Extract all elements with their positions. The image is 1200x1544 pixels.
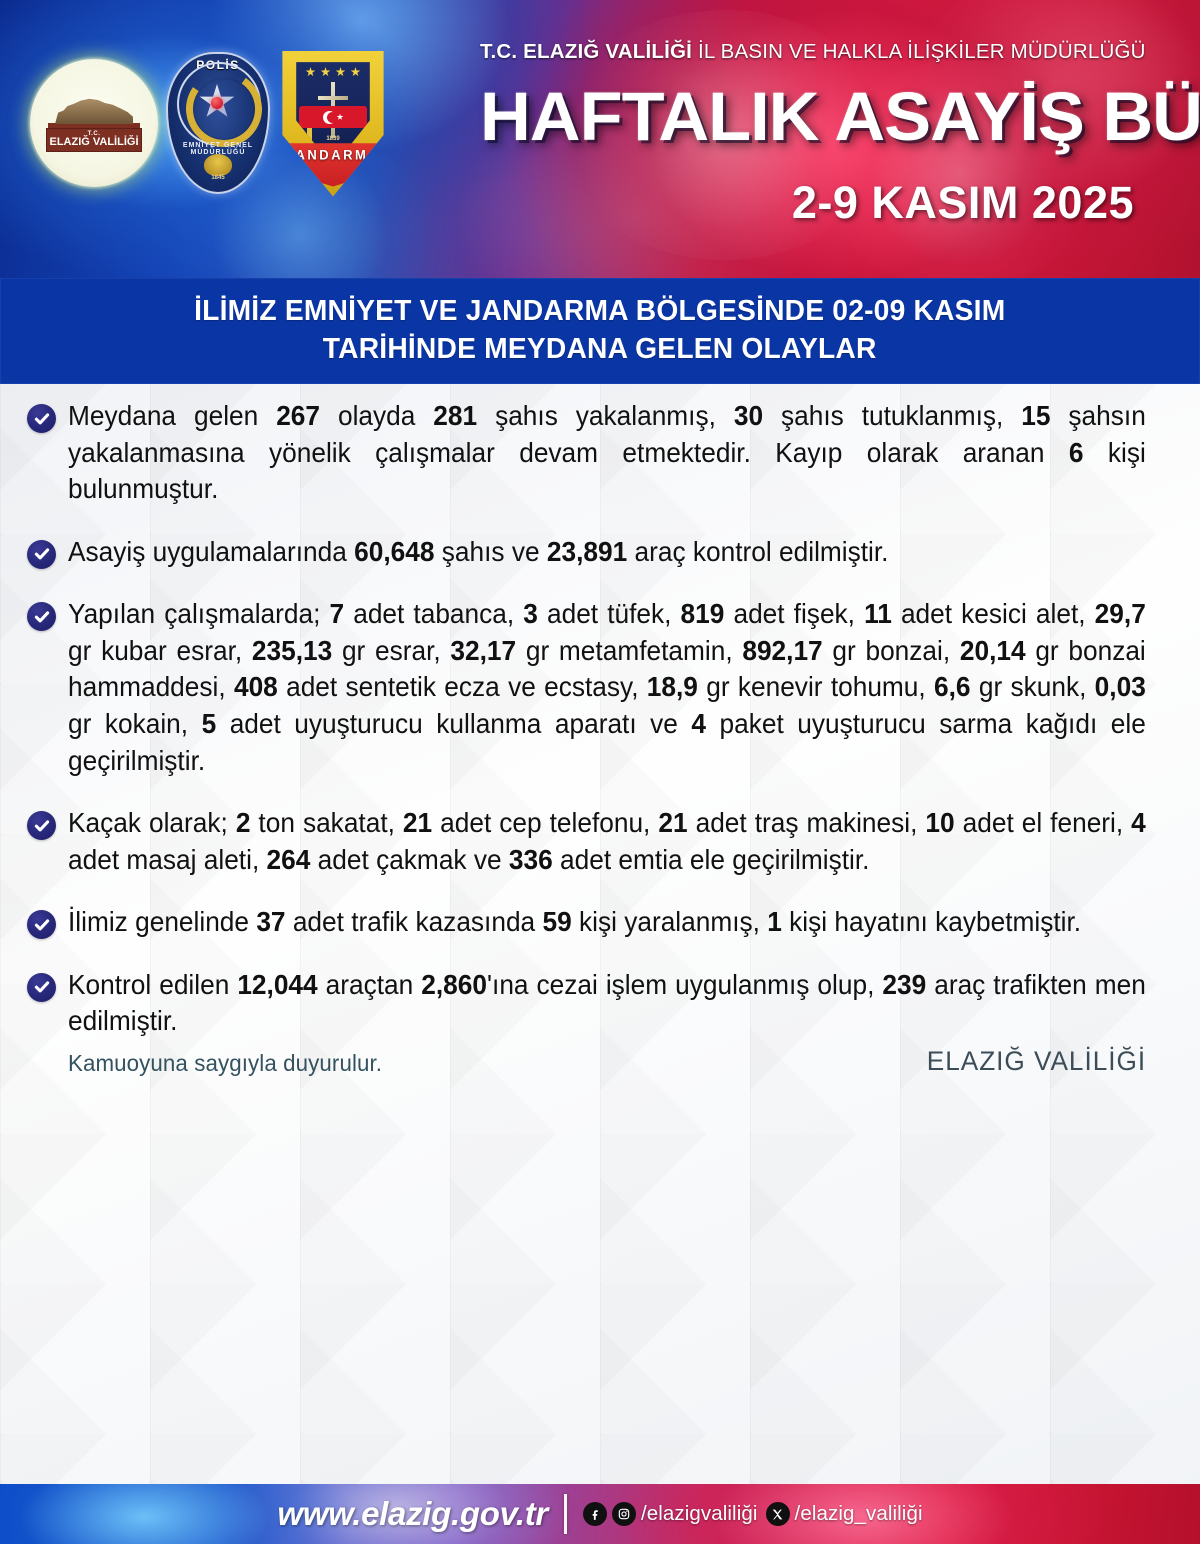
check-circle-icon (27, 539, 56, 569)
x-twitter-icon[interactable] (765, 1502, 790, 1526)
valilik-name-label: ELAZIĞ VALİLİĞİ (49, 136, 139, 148)
check-circle-icon (27, 811, 56, 841)
issuing-authority-line: T.C. ELAZIĞ VALİLİĞİ İL BASIN VE HALKLA … (480, 40, 1180, 64)
bulletin-item-olaylar-yakalama: Meydana gelen 267 olayda 281 şahıs yakal… (22, 398, 1148, 508)
poster-footer: www.elazig.gov.tr /elazigvaliliği/elazig… (0, 1484, 1200, 1544)
crescent-icon (322, 110, 338, 124)
public-notice-text: Kamuoyuna saygıyla duyurulur. (68, 1049, 383, 1076)
valilik-tc-label: T.C. (87, 131, 101, 137)
bulletin-item-list: Meydana gelen 267 olayda 281 şahıs yakal… (0, 384, 1200, 1040)
jandarma-star-icon (320, 67, 331, 77)
bulletin-item-ele-gecirilen-materyal: Yapılan çalışmalarda; 7 adet tabanca, 3 … (22, 596, 1148, 779)
check-circle-icon (27, 910, 56, 940)
jandarma-banner-arc (282, 143, 384, 187)
banner-line-1: İLİMİZ EMNİYET VE JANDARMA BÖLGESİNDE 02… (194, 295, 1006, 328)
background-polygon-shading (0, 384, 1200, 1484)
bulletin-item-trafik-kazalari: İlimiz genelinde 37 adet trafik kazasınd… (22, 904, 1148, 941)
bulletin-item-text: Yapılan çalışmalarda; 7 adet tabanca, 3 … (68, 598, 1146, 776)
header-glow-b (820, 60, 1100, 278)
jandarma-star-icon (350, 67, 361, 77)
bulletin-item-kacak-esya: Kaçak olarak; 2 ton sakatat, 21 adet cep… (22, 805, 1148, 878)
elazig-valiligi-logo: T.C. ELAZIĞ VALİLİĞİ (30, 59, 158, 187)
jandarma-star-icon (305, 67, 316, 77)
website-link[interactable]: www.elazig.gov.tr (277, 1495, 548, 1532)
facebook-icon[interactable] (582, 1502, 607, 1526)
harput-castle-icon (55, 98, 133, 124)
polis-year-label: 1845 (211, 175, 225, 181)
section-banner: İLİMİZ EMNİYET VE JANDARMA BÖLGESİNDE 02… (0, 278, 1200, 384)
castle-base-band (48, 123, 140, 128)
social-group[interactable]: /elazigvaliliği (582, 1502, 758, 1526)
jandarma-year-label: 1839 (326, 136, 340, 142)
background-polygon-texture (0, 384, 1200, 1484)
bulletin-item-text: Kaçak olarak; 2 ton sakatat, 21 adet cep… (68, 807, 1146, 875)
social-handle[interactable]: /elazig_valiliği (794, 1502, 923, 1525)
jandarma-star-icon (335, 67, 346, 77)
bulletin-item-text: Kontrol edilen 12,044 araçtan 2,860'ına … (68, 968, 1146, 1037)
social-links: /elazigvaliliği/elazig_valiliği (582, 1502, 923, 1526)
valilik-name-plate: T.C. ELAZIĞ VALİLİĞİ (46, 128, 142, 152)
emniyet-genel-mudurlugu-logo: POLİS EMNİYET GENEL MÜDÜRLÜĞÜ 1845 (166, 52, 270, 194)
check-circle-icon (27, 602, 56, 632)
signing-authority: ELAZIĞ VALİLİĞİ (926, 1045, 1146, 1076)
signature-row: Kamuoyuna saygıyla duyurulur. ELAZIĞ VAL… (0, 1046, 1200, 1077)
date-range: 2-9 KASIM 2025 (791, 177, 1134, 228)
polis-sub-label: EMNİYET GENEL MÜDÜRLÜĞÜ (182, 142, 254, 156)
jandarma-stars-group (296, 67, 370, 77)
bulletin-item-text: Meydana gelen 267 olayda 281 şahıs yakal… (68, 400, 1146, 505)
header-text-block: T.C. ELAZIĞ VALİLİĞİ İL BASIN VE HALKLA … (480, 40, 1200, 229)
bulletin-body: Meydana gelen 267 olayda 281 şahıs yakal… (0, 384, 1200, 1484)
turkish-flag-icon (299, 106, 367, 128)
poster-header: T.C. ELAZIĞ VALİLİĞİ POLİS EMNİYET GENEL… (0, 0, 1200, 278)
polis-outer-ring (177, 62, 261, 146)
social-handle[interactable]: /elazigvaliliği (640, 1502, 758, 1525)
polis-crest-icon (204, 154, 232, 176)
issuing-authority-bold: T.C. ELAZIĞ VALİLİĞİ (480, 40, 693, 63)
issuing-authority-light: İL BASIN VE HALKLA İLİŞKİLER MÜDÜRLÜĞÜ (692, 40, 1146, 63)
header-logo-group: T.C. ELAZIĞ VALİLİĞİ POLİS EMNİYET GENEL… (30, 48, 388, 198)
polis-center-dot-icon (211, 97, 223, 109)
check-circle-icon (27, 972, 56, 1002)
jandarma-sword-hilt-icon (318, 96, 348, 100)
banner-line-2: TARİHİNDE MEYDANA GELEN OLAYLAR (323, 333, 877, 365)
social-group[interactable]: /elazig_valiliği (765, 1502, 923, 1526)
header-glow-a (560, 10, 890, 260)
instagram-icon[interactable] (611, 1502, 636, 1526)
bulletin-item-trafik-denetimi: Kontrol edilen 12,044 araçtan 2,860'ına … (22, 967, 1148, 1040)
bulletin-item-text: İlimiz genelinde 37 adet trafik kazasınd… (68, 906, 1082, 938)
jandarma-logo: 1839 JANDARMA (282, 51, 384, 197)
footer-content: www.elazig.gov.tr /elazigvaliliği/elazig… (0, 1484, 1200, 1544)
flag-star-icon (336, 113, 344, 120)
footer-divider (563, 1494, 567, 1534)
bulletin-item-text: Asayiş uygulamalarında 60,648 şahıs ve 2… (68, 535, 889, 567)
page-title: HAFTALIK ASAYİŞ BÜLTENİ (480, 78, 1200, 155)
check-circle-icon (27, 404, 56, 433)
bulletin-item-asayis-uygulamalari: Asayiş uygulamalarında 60,648 şahıs ve 2… (22, 534, 1148, 571)
